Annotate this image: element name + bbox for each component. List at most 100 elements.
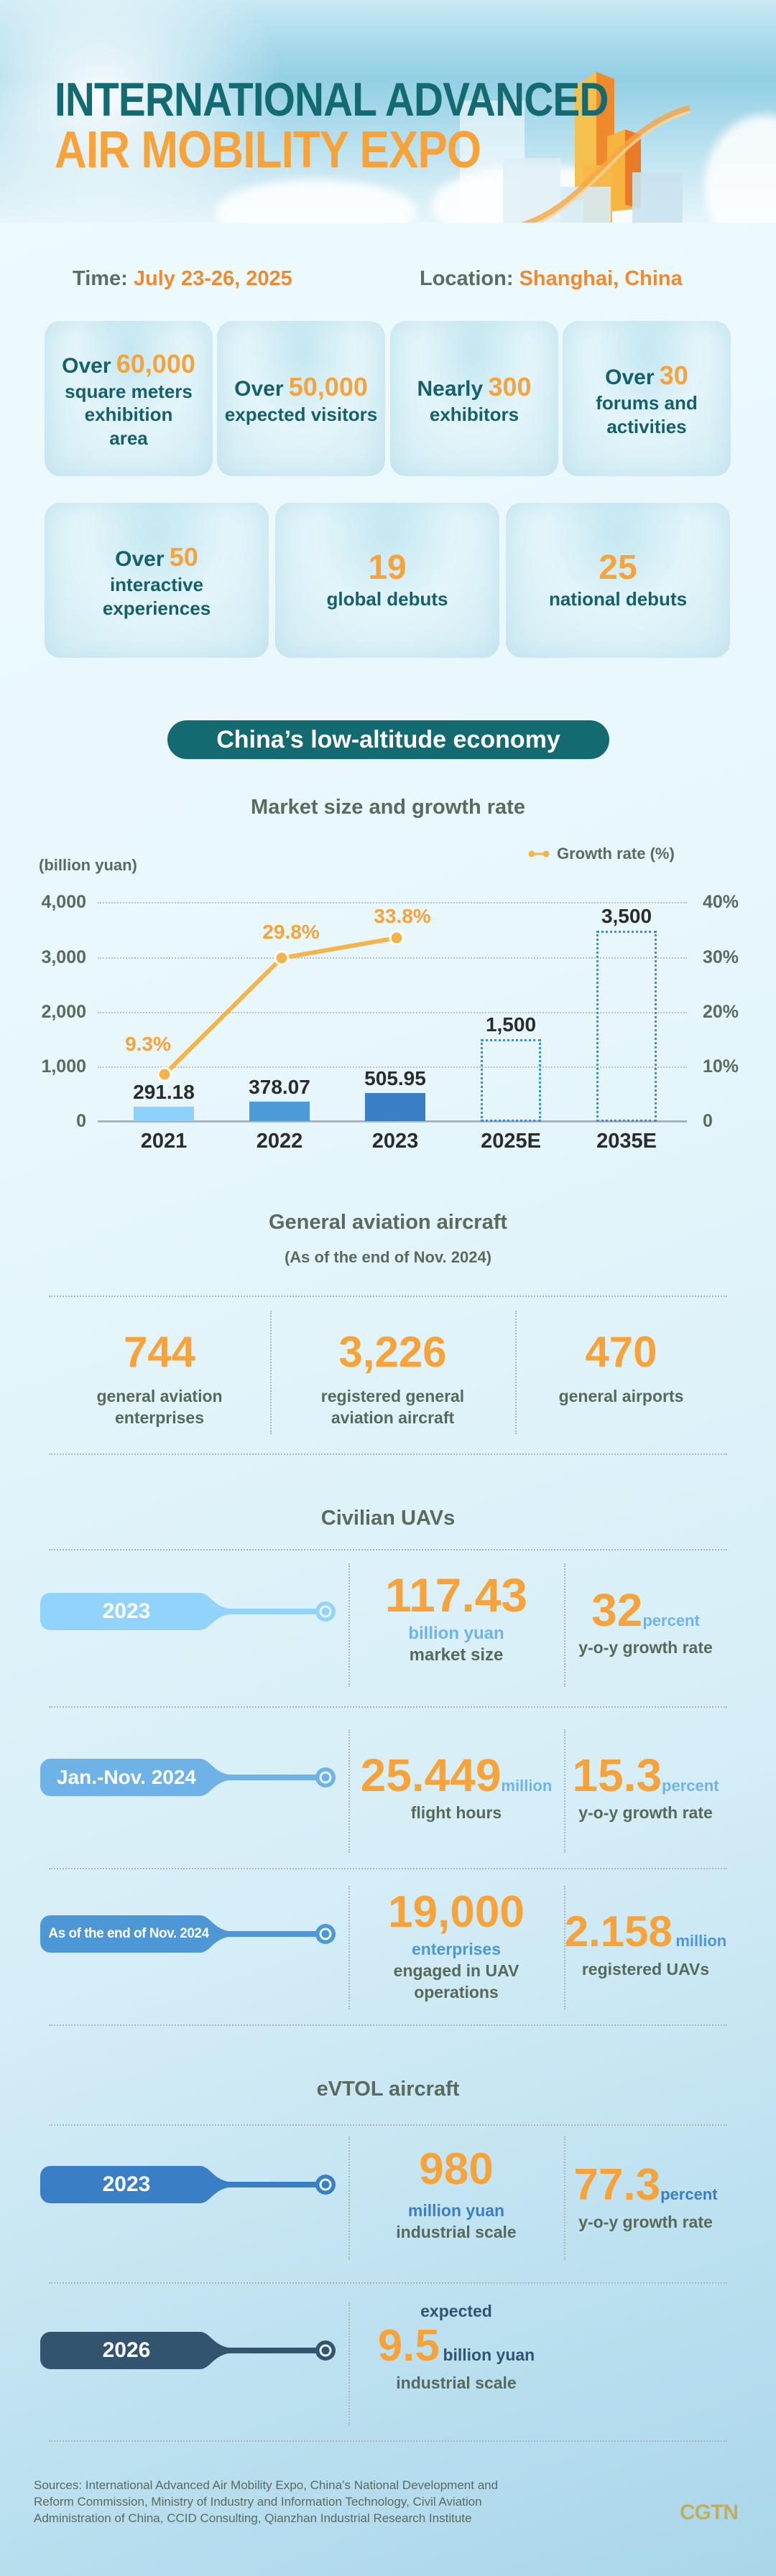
stat-card-forums: Over 30 forums and activities [563,321,731,476]
divider [49,2024,727,2026]
y2-tick: 10% [703,1056,739,1077]
uav-growth-value: 32percent [591,1584,700,1636]
x-category: 2021 [140,1130,188,1153]
divider [270,1311,272,1434]
stat-card-exhibitors: Nearly 300 exhibitors [390,321,558,476]
ga-enterprises-label: general aviation enterprises [96,1387,223,1427]
uav-growth-label: y-o-y growth rate [578,1638,713,1657]
bar-2022 [249,1102,310,1121]
location-label: Location: [420,267,514,290]
evtol-expected-label: expected [420,2302,492,2320]
uav-registered-label: registered UAVs [581,1960,710,1979]
section-pill-low-altitude: China’s low-altitude economy [167,720,609,759]
tag-label: Jan.-Nov. 2024 [56,1766,197,1788]
uav-tag-2023: 2023 [40,1593,342,1630]
location-value: Shanghai, China [519,267,683,290]
time-value: July 23-26, 2025 [133,267,292,290]
event-time: Time: July 23-26, 2025 [73,267,292,291]
hero-title-line2: AIR MOBILITY EXPO [55,121,481,179]
general-aviation-subtitle: (As of the end of Nov. 2024) [284,1248,492,1266]
y2-tick: 0 [703,1111,713,1131]
divider [49,1706,727,1708]
bar-value: 291.18 [133,1081,195,1103]
bar-2021 [134,1107,194,1121]
evtol-growth-label: y-o-y growth rate [578,2213,713,2231]
tag-label: 2023 [102,2172,151,2196]
evtol-growth-value: 77.3percent [573,2160,718,2210]
y-tick: 1,000 [41,1056,86,1077]
gridline-3000 [98,957,687,959]
general-aviation-title: General aviation aircraft [268,1211,508,1234]
cgtn-logo: CGTN [680,2501,739,2524]
uav-flight-hours-label: flight hours [410,1803,502,1822]
stat-card-interactive: Over 50 interactive experiences [45,503,269,658]
chart-legend: Growth rate (%) [528,845,675,863]
divider [348,1729,350,1853]
divider [564,2136,565,2260]
y-tick: 2,000 [41,1002,86,1022]
legend-line-icon [528,850,550,857]
divider [564,1886,565,2009]
ga-enterprises-number: 744 [123,1328,196,1376]
legend-label: Growth rate (%) [557,845,675,862]
divider [564,1729,565,1853]
uav-enterprises-number: 19,000 [388,1887,525,1937]
bar-value: 505.95 [364,1067,426,1089]
gridline-1000 [98,1066,687,1068]
divider [348,2302,350,2426]
uav-title: Civilian UAVs [320,1507,456,1530]
divider [348,1563,350,1687]
uav-market-size-label: billion yuan market size [408,1624,504,1665]
stat-card-global-debuts: 19 global debuts [275,503,499,658]
growth-rate-line [157,930,405,1082]
tag-label: 2026 [102,2338,151,2362]
evtol-2026-value: 9.5 billion yuan [377,2321,535,2371]
event-location: Location: Shanghai, China [420,267,683,291]
evtol-tag-2023: 2023 [40,2166,342,2203]
evtol-2026-label: industrial scale [396,2373,517,2392]
y2-tick: 20% [703,1002,739,1022]
divider [348,1886,350,2009]
growth-label: 29.8% [262,921,320,943]
uav-flight-growth-label: y-o-y growth rate [578,1803,713,1822]
bar-value: 378.07 [249,1076,310,1098]
y-tick: 0 [76,1111,86,1131]
divider [49,2124,727,2126]
divider [49,1454,727,1455]
stat-card-national-debuts: 25 national debuts [506,503,730,658]
divider [515,1311,517,1434]
divider [564,1563,565,1687]
y2-tick: 30% [703,947,739,967]
evtol-tag-2026: 2026 [40,2332,342,2369]
evtol-scale-number: 980 [419,2144,494,2194]
x-category: 2022 [256,1130,303,1153]
y-tick: 4,000 [41,892,86,912]
x-category: 2025E [481,1130,541,1153]
growth-label: 9.3% [125,1033,171,1055]
divider [49,1868,727,1869]
tag-label: 2023 [102,1599,151,1623]
time-label: Time: [73,267,128,290]
bar-2035e [596,931,657,1122]
y2-tick: 40% [703,892,739,912]
sources-text: Sources: International Advanced Air Mobi… [34,2478,499,2525]
divider [348,2136,350,2260]
uav-flight-growth-value: 15.3percent [572,1749,719,1801]
divider [49,1549,727,1550]
bar-2025e [481,1039,541,1122]
x-category: 2035E [596,1130,657,1153]
ga-airports-number: 470 [585,1328,657,1376]
tag-label: As of the end of Nov. 2024 [48,1926,209,1941]
uav-market-size-number: 117.43 [384,1568,528,1622]
divider [49,2282,727,2284]
stat-card-exhibition-area: Over 60,000 square meters exhibition are… [45,321,213,476]
bar-value: 3,500 [601,905,652,927]
growth-label: 33.8% [374,905,431,927]
x-category: 2023 [371,1130,419,1153]
uav-tag-end-nov-2024: As of the end of Nov. 2024 [40,1915,342,1953]
uav-registered-value: 2.158 million [564,1907,727,1956]
building-illustration [57,57,776,223]
bar-value: 1,500 [485,1013,537,1036]
ga-airports-label: general airports [558,1387,684,1405]
hero-title-line1: INTERNATIONAL ADVANCED [55,73,609,126]
